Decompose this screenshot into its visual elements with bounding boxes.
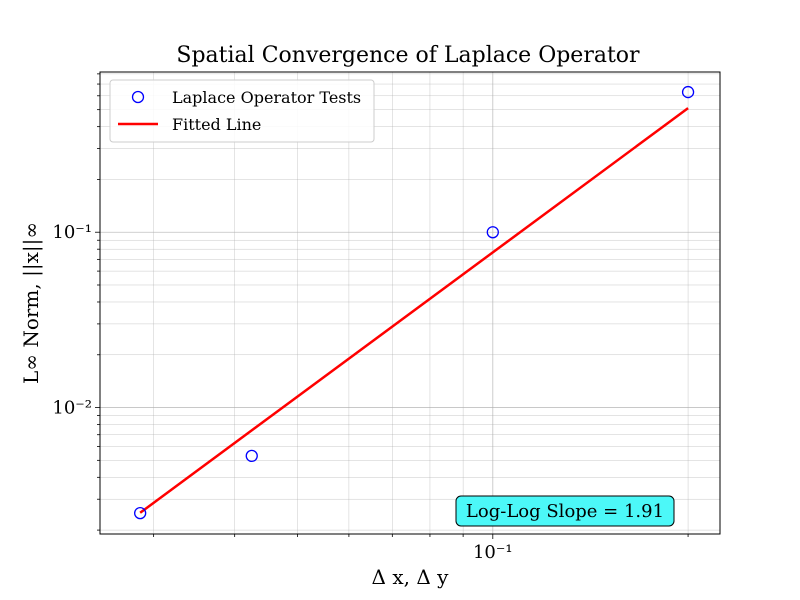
x-axis-label: Δ x, Δ y	[372, 565, 450, 589]
fitted-line	[139, 107, 689, 514]
y-axis-label: L∞ Norm, ||x||∞	[19, 222, 44, 384]
legend-box	[109, 79, 375, 143]
legend-label-tests: Laplace Operator Tests	[172, 88, 361, 107]
data-point	[486, 226, 499, 239]
grid-lines	[100, 72, 720, 534]
y-tick-label: 10⁻²	[52, 398, 92, 419]
legend-marker-open-circle	[131, 90, 145, 104]
y-tick-label: 10⁻¹	[52, 222, 92, 243]
legend: Laplace Operator Tests Fitted Line	[109, 79, 375, 143]
legend-label-fitted: Fitted Line	[172, 115, 261, 134]
x-tick-label: 10⁻¹	[473, 542, 513, 563]
data-point	[681, 85, 695, 99]
data-point	[134, 506, 147, 520]
slope-annotation: Log-Log Slope = 1.91	[455, 495, 675, 527]
plot-data	[134, 85, 695, 520]
slope-annotation-box	[455, 495, 675, 527]
plot-frame	[99, 71, 721, 535]
slope-annotation-text: Log-Log Slope = 1.91	[466, 501, 664, 522]
data-point	[245, 449, 258, 463]
axis-ticks: 10⁻¹ 10⁻¹ 10⁻²	[52, 73, 689, 563]
chart-title: Spatial Convergence of Laplace Operator	[176, 43, 640, 68]
